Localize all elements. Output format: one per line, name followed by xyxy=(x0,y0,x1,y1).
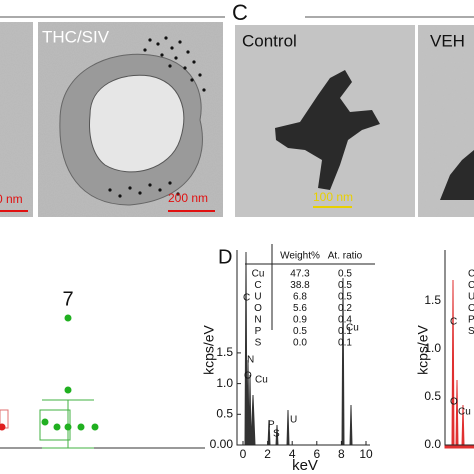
y-tick-label: 0.0 xyxy=(424,437,441,451)
table-cell: P xyxy=(468,315,474,326)
table-cell: S xyxy=(468,326,474,337)
table-cell: N xyxy=(254,315,261,326)
table-cell: P xyxy=(255,326,262,337)
y-tick-label: 1.5 xyxy=(216,345,233,359)
scale-label: 0 nm xyxy=(0,192,23,206)
peak-label: U xyxy=(290,415,297,426)
panel-letter: D xyxy=(218,246,232,268)
y-axis-label: kcps/eV xyxy=(415,324,431,374)
y-ticks: 0.0 0.5 1.0 1.5 xyxy=(424,293,441,451)
scale-label: 100 nm xyxy=(313,190,353,204)
table-cell: U xyxy=(468,292,474,303)
table-cell: Cu xyxy=(252,269,265,280)
y-tick-label: 0.5 xyxy=(216,406,233,420)
peak-label: Cu xyxy=(458,407,471,418)
point xyxy=(91,423,99,431)
table-cell: 5.6 xyxy=(293,303,307,314)
y-tick-label: 1.0 xyxy=(216,376,233,390)
table-cell: O xyxy=(254,303,262,314)
table-cell: 0.5 xyxy=(338,292,352,303)
table-cell: 0.1 xyxy=(338,338,352,349)
x-tick-label: 0 xyxy=(240,447,247,461)
table-cell: O xyxy=(468,303,474,314)
point xyxy=(41,418,49,426)
point xyxy=(64,314,72,322)
x-ticks: 0 2 4 6 8 10 xyxy=(240,441,373,461)
axes xyxy=(444,250,474,446)
table-header: At. ratio xyxy=(328,251,363,262)
x-axis-label: keV xyxy=(292,457,318,474)
annotation: 7 xyxy=(62,288,73,310)
point xyxy=(64,386,72,394)
peak-label: C xyxy=(450,317,457,328)
peak-label: O xyxy=(244,371,252,382)
panel-letter: C xyxy=(232,0,248,25)
image-texture xyxy=(0,22,33,217)
y-tick-label: 1.0 xyxy=(424,341,441,355)
table-cell: 0.1 xyxy=(338,326,352,337)
table-cell: 38.8 xyxy=(290,280,310,291)
y-tick-label: 0.5 xyxy=(424,389,441,403)
table-cell: 0.5 xyxy=(293,326,307,337)
peak-label: S xyxy=(273,429,280,440)
gold-particles xyxy=(108,36,206,198)
image-label: Control xyxy=(242,31,297,50)
composition-table: Weight% At. ratio Cu 47.3 0.5 C 38.8 0.5 U 6.8 0.5… xyxy=(252,251,363,349)
table-header: Weight% xyxy=(280,251,320,262)
peak-label: N xyxy=(247,355,254,366)
x-tick-label: 10 xyxy=(359,447,373,461)
table-cell: 0.4 xyxy=(338,315,352,326)
table-cell: 0.5 xyxy=(338,269,352,280)
table-cell: C xyxy=(468,269,474,280)
table-cell: C xyxy=(468,280,474,291)
table-cell: 6.8 xyxy=(293,292,307,303)
table-cell: 47.3 xyxy=(290,269,310,280)
table-cell: S xyxy=(255,338,262,349)
peak-label: O xyxy=(450,397,458,408)
point xyxy=(0,423,6,431)
point xyxy=(77,423,85,431)
table-cell: 0.2 xyxy=(338,303,352,314)
table-cell: 0.5 xyxy=(338,280,352,291)
peak-label: Cu xyxy=(255,375,268,386)
y-tick-label: 0.00 xyxy=(210,437,234,451)
y-ticks: 0.00 0.5 1.0 1.5 xyxy=(210,345,241,451)
x-tick-label: 8 xyxy=(338,447,345,461)
peak-label: C xyxy=(243,293,250,304)
aggregate xyxy=(440,150,474,200)
y-tick-label: 1.5 xyxy=(424,293,441,307)
x-tick-label: 2 xyxy=(264,447,271,461)
image-label: VEH xyxy=(430,31,465,50)
x-tick-label: 4 xyxy=(289,447,296,461)
point xyxy=(64,423,72,431)
image-label: THC/SIV xyxy=(42,27,110,46)
peak-label: P xyxy=(268,420,275,431)
y-axis-label: kcps/eV xyxy=(201,324,217,374)
peak-label: Cu xyxy=(346,323,359,334)
table-cell: 0.0 xyxy=(293,338,307,349)
table-cell: C xyxy=(254,280,261,291)
scatter-plot: 7 xyxy=(0,288,205,449)
aggregate xyxy=(275,70,380,190)
x-tick-label: 6 xyxy=(313,447,320,461)
scale-label: 200 nm xyxy=(168,191,208,205)
vesicle-core xyxy=(89,74,185,173)
table-cell: 0.9 xyxy=(293,315,307,326)
table-cell: U xyxy=(254,292,261,303)
point xyxy=(53,423,61,431)
